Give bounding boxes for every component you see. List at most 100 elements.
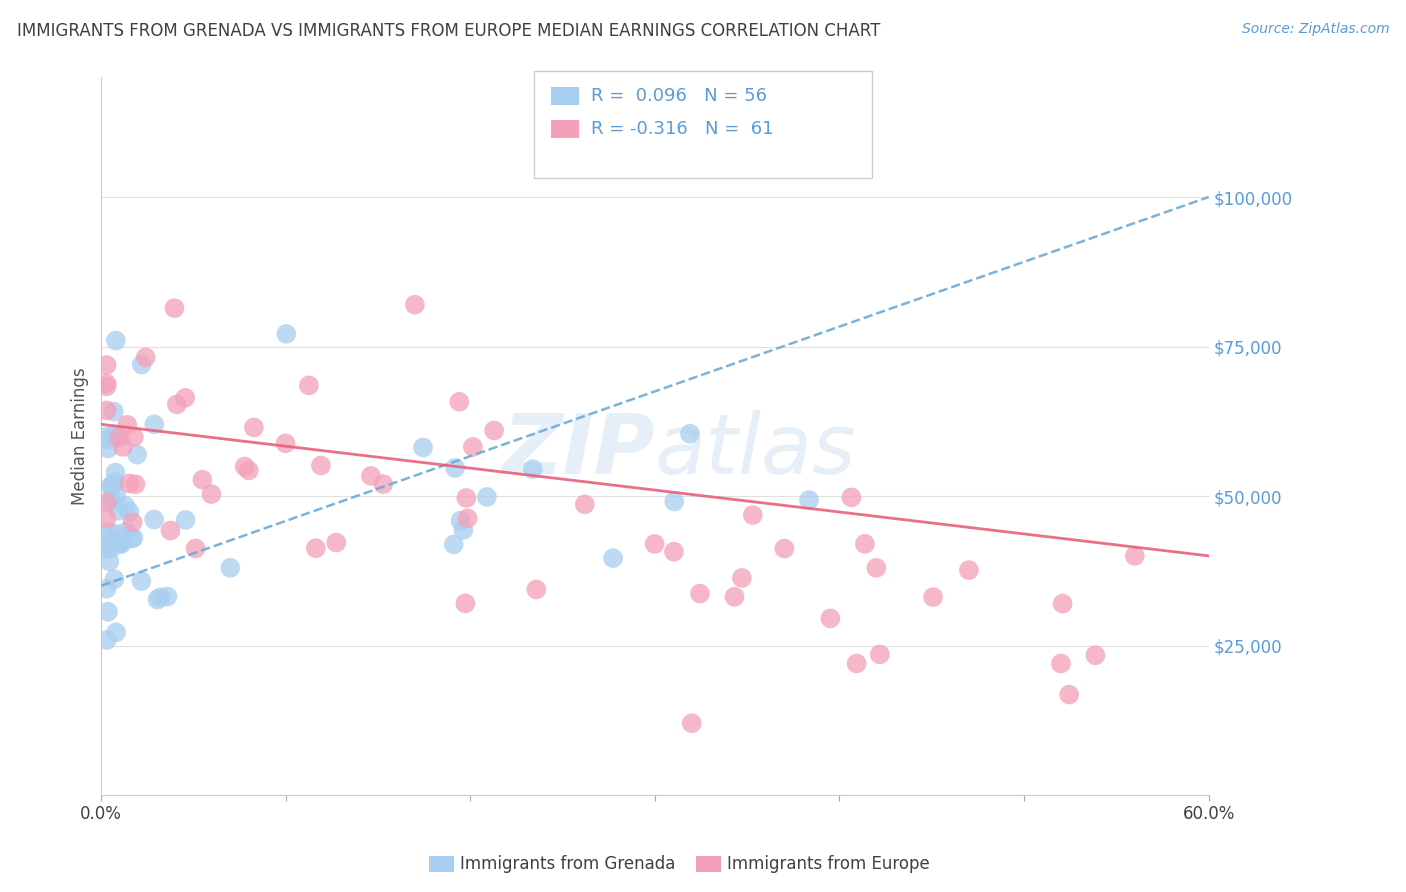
Point <box>96 511 118 525</box>
Point <box>922 590 945 604</box>
Point <box>96 358 118 372</box>
Text: R =  0.096   N = 56: R = 0.096 N = 56 <box>591 87 766 105</box>
Point <box>689 586 711 600</box>
Point <box>100 479 122 493</box>
Y-axis label: Median Earnings: Median Earnings <box>72 368 89 505</box>
Point <box>276 326 298 341</box>
Point <box>522 462 544 476</box>
Point <box>146 592 169 607</box>
Text: R = -0.316   N =  61: R = -0.316 N = 61 <box>591 120 773 138</box>
Point <box>449 394 471 409</box>
Point <box>121 515 143 529</box>
Point <box>103 404 125 418</box>
Point <box>96 582 118 596</box>
Point <box>107 504 129 518</box>
Point <box>104 466 127 480</box>
Point <box>773 541 796 556</box>
Point <box>114 499 136 513</box>
Text: ZIP: ZIP <box>502 410 655 491</box>
Point <box>461 440 484 454</box>
Point <box>97 524 120 539</box>
Point <box>454 596 477 610</box>
Point <box>681 716 703 731</box>
Point <box>450 514 472 528</box>
Point <box>360 469 382 483</box>
Point <box>131 574 153 589</box>
Point <box>443 537 465 551</box>
Point <box>118 476 141 491</box>
Point <box>96 429 118 443</box>
Point <box>662 544 685 558</box>
Point <box>110 537 132 551</box>
Point <box>143 417 166 432</box>
Point <box>135 351 157 365</box>
Point <box>731 571 754 585</box>
Point <box>115 417 138 432</box>
Point <box>1084 648 1107 663</box>
Point <box>457 511 479 525</box>
Point <box>524 582 547 597</box>
Point <box>453 523 475 537</box>
Point <box>156 590 179 604</box>
Point <box>103 572 125 586</box>
Point <box>456 491 478 505</box>
Point <box>96 495 118 509</box>
Point <box>1057 688 1080 702</box>
Text: Immigrants from Europe: Immigrants from Europe <box>727 855 929 873</box>
Point <box>174 391 197 405</box>
Point <box>96 541 118 556</box>
Point <box>104 334 127 348</box>
Point <box>174 513 197 527</box>
Text: atlas: atlas <box>655 410 856 491</box>
Text: Immigrants from Grenada: Immigrants from Grenada <box>460 855 675 873</box>
Point <box>159 524 181 538</box>
Point <box>98 554 121 568</box>
Point <box>121 532 143 546</box>
Point <box>797 493 820 508</box>
Point <box>105 527 128 541</box>
Point <box>118 505 141 519</box>
Point <box>1050 657 1073 671</box>
Point <box>298 378 321 392</box>
Point <box>325 535 347 549</box>
Point <box>602 551 624 566</box>
Point <box>104 625 127 640</box>
Text: IMMIGRANTS FROM GRENADA VS IMMIGRANTS FROM EUROPE MEDIAN EARNINGS CORRELATION CH: IMMIGRANTS FROM GRENADA VS IMMIGRANTS FR… <box>17 22 880 40</box>
Point <box>723 590 745 604</box>
Point <box>869 648 891 662</box>
Point <box>475 490 498 504</box>
Point <box>100 494 122 508</box>
Point <box>839 491 862 505</box>
Point <box>412 441 434 455</box>
Point <box>1123 549 1146 563</box>
Point <box>679 426 702 441</box>
Point <box>305 541 328 556</box>
Text: Source: ZipAtlas.com: Source: ZipAtlas.com <box>1241 22 1389 37</box>
Point <box>149 591 172 605</box>
Point <box>108 537 131 551</box>
Point <box>107 429 129 443</box>
Point <box>820 611 842 625</box>
Point <box>96 433 118 447</box>
Point <box>108 430 131 444</box>
Point <box>404 298 426 312</box>
Point <box>124 477 146 491</box>
Point <box>373 477 395 491</box>
Point <box>96 376 118 391</box>
Point <box>664 494 686 508</box>
Point <box>274 436 297 450</box>
Point <box>444 461 467 475</box>
Point <box>97 605 120 619</box>
Point <box>96 537 118 551</box>
Point <box>96 531 118 545</box>
Point <box>243 420 266 434</box>
Point <box>1052 597 1074 611</box>
Point <box>127 448 149 462</box>
Point <box>122 430 145 444</box>
Point <box>107 536 129 550</box>
Point <box>96 379 118 393</box>
Point <box>111 440 134 454</box>
Point <box>105 489 128 503</box>
Point <box>957 563 980 577</box>
Point <box>104 475 127 489</box>
